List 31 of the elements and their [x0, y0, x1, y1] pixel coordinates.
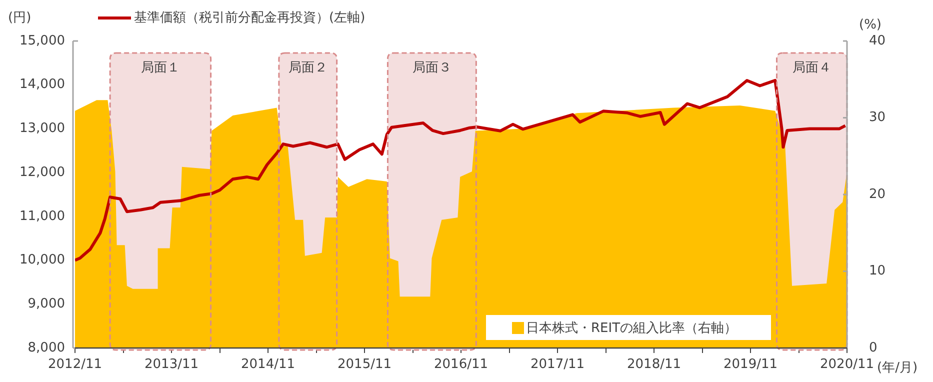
y2-tick-label: 30 — [869, 110, 886, 126]
legend-label: 基準価額（税引前分配金再投資）(左軸) — [134, 10, 366, 26]
x-tick-label: 2015/11 — [337, 357, 392, 372]
y-tick-label: 10,000 — [20, 252, 65, 268]
x-tick-label: 2012/11 — [48, 357, 102, 372]
x-tick-label: 2014/11 — [240, 357, 296, 372]
y2-tick-label: 0 — [869, 340, 878, 356]
y-tick-label: 8,000 — [28, 340, 65, 356]
y-tick-label: 13,000 — [20, 121, 65, 136]
x-tick-label: 2020/11 — [820, 357, 874, 372]
y-tick-label: 14,000 — [20, 77, 65, 92]
x-tick-label: 2019/11 — [723, 357, 778, 372]
y2-tick-label: 40 — [869, 33, 886, 48]
band-label: 局面１ — [140, 60, 180, 76]
y-tick-label: 9,000 — [28, 296, 65, 312]
y-tick-label: 15,000 — [20, 33, 65, 48]
y2-tick-label: 10 — [869, 264, 886, 279]
x-tick-label: 2016/11 — [434, 357, 488, 372]
y2-tick-label: 20 — [869, 186, 886, 202]
y2-axis-title: (%) — [859, 17, 882, 32]
text: (円) — [8, 10, 32, 26]
legend-label: 日本株式・REITの組入比率（右軸） — [526, 320, 738, 336]
band-label: 局面３ — [412, 60, 452, 76]
x-tick-label: 2018/11 — [626, 357, 682, 372]
x-tick-label: 2013/11 — [144, 357, 199, 372]
y-tick-label: 12,000 — [20, 164, 65, 180]
y-tick-label: 11,000 — [20, 208, 65, 224]
x-tick-label: 2017/11 — [530, 357, 585, 372]
band-label: 局面４ — [792, 60, 832, 76]
x-axis-title: (年/月) — [877, 360, 918, 376]
band-label: 局面２ — [288, 60, 328, 76]
